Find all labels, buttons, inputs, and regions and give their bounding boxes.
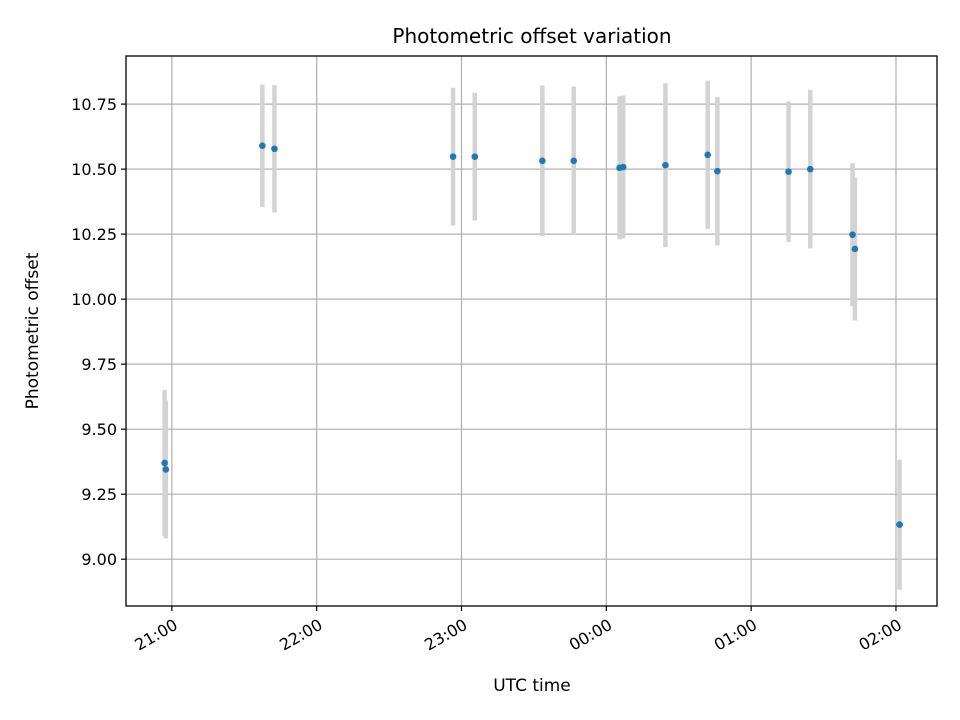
chart-title: Photometric offset variation — [392, 24, 671, 48]
data-point — [449, 153, 457, 160]
y-tick-label: 10.75 — [71, 95, 117, 114]
y-tick-label: 9.00 — [81, 550, 117, 569]
data-point — [849, 231, 856, 238]
data-point — [271, 145, 278, 153]
data-point — [806, 165, 814, 173]
data-point — [162, 466, 170, 473]
y-tick-label: 9.50 — [81, 420, 117, 439]
axes-frame — [125, 55, 938, 607]
data-point — [471, 153, 479, 160]
data-point — [161, 459, 168, 467]
data-point — [851, 245, 859, 253]
data-point — [539, 157, 546, 165]
y-tick-label: 9.75 — [81, 355, 117, 374]
data-point — [259, 142, 266, 150]
plot-area: 21:00 22:00 23:00 00:00 01:00 02:009.009.259.… — [71, 55, 938, 655]
y-tick-label: 10.00 — [71, 290, 117, 309]
data-point — [714, 167, 721, 175]
data-point — [785, 168, 792, 176]
data-point — [704, 151, 711, 159]
data-point — [896, 521, 903, 528]
x-axis-label: UTC time — [493, 676, 571, 696]
data-point — [570, 157, 578, 165]
data-point — [662, 161, 669, 169]
data-point — [619, 163, 627, 171]
y-tick-label: 10.50 — [71, 160, 117, 179]
y-tick-label: 9.25 — [81, 485, 117, 504]
y-axis-label: Photometric offset — [23, 252, 43, 409]
y-tick-label: 10.25 — [71, 225, 117, 244]
